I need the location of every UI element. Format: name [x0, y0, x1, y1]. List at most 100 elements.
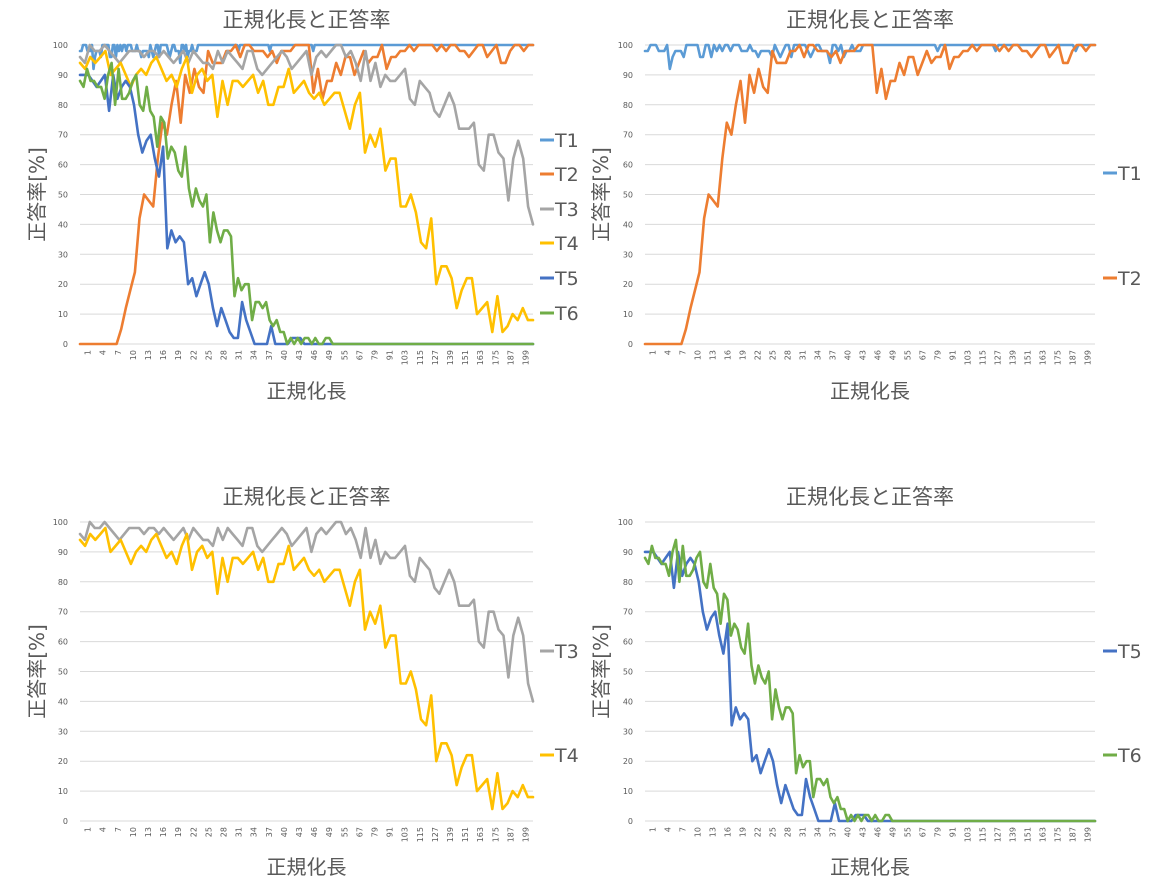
- chart-title: 正規化長と正答率: [223, 485, 391, 509]
- y-tick-label: 80: [58, 578, 68, 587]
- x-tick-label: 151: [1024, 350, 1033, 365]
- x-tick-label: 19: [739, 350, 748, 360]
- y-tick-label: 100: [618, 518, 633, 527]
- y-tick-label: 0: [628, 817, 633, 826]
- x-tick-label: 163: [476, 827, 485, 842]
- x-tick-label: 55: [340, 350, 349, 360]
- x-tick-label: 115: [979, 350, 988, 365]
- x-tick-label: 151: [461, 827, 470, 842]
- x-tick-label: 10: [694, 827, 703, 837]
- x-tick-label: 1: [649, 827, 658, 832]
- y-tick-label: 10: [623, 787, 633, 796]
- y-axis-label: 正答率[%]: [25, 624, 49, 719]
- x-tick-label: 19: [174, 827, 183, 837]
- x-tick-label: 199: [1084, 350, 1093, 365]
- line-chart-svg: 正規化長と正答率 0 10 20 30 40 50 60 70 80 90 100 1 4 7 10 13 16 1…: [589, 485, 1142, 879]
- x-tick-label: 127: [994, 827, 1003, 842]
- y-tick-label: 0: [63, 817, 68, 826]
- x-tick-label: 79: [370, 827, 379, 837]
- x-tick-label: 22: [754, 827, 763, 837]
- x-tick-label: 19: [739, 827, 748, 837]
- x-tick-label: 67: [919, 350, 928, 360]
- y-tick-label: 30: [623, 727, 633, 736]
- x-tick-label: 1: [84, 350, 93, 355]
- y-axis-label: 正答率[%]: [589, 624, 613, 719]
- x-tick-label: 199: [1084, 827, 1093, 842]
- chart-panel-t5-t6: 正規化長と正答率 0 10 20 30 40 50 60 70 80 90 100 1 4 7 10 13 16 1…: [583, 444, 1167, 889]
- series-line-t4: [78, 49, 535, 334]
- legend-label-t3: T3: [554, 199, 579, 221]
- series-line-t3: [78, 43, 535, 226]
- x-tick-label: 103: [964, 827, 973, 842]
- series-line-t5: [643, 550, 1097, 823]
- y-axis-label: 正答率[%]: [25, 147, 49, 242]
- x-tick-label: 13: [144, 827, 153, 837]
- x-tick-label: 187: [1069, 827, 1078, 842]
- x-tick-label: 67: [355, 350, 364, 360]
- y-tick-label: 60: [623, 638, 633, 647]
- x-tick-label: 139: [446, 350, 455, 365]
- x-axis-label: 正規化長: [267, 855, 347, 879]
- x-tick-label: 49: [889, 350, 898, 360]
- y-tick-label: 60: [58, 161, 68, 170]
- x-tick-label: 37: [829, 350, 838, 360]
- x-tick-label: 34: [814, 827, 823, 837]
- x-tick-label: 16: [724, 350, 733, 360]
- y-tick-label: 20: [623, 280, 633, 289]
- series-line-t6: [78, 61, 535, 346]
- x-tick-label: 46: [310, 350, 319, 360]
- x-tick-label: 139: [1009, 350, 1018, 365]
- line-chart-svg: 正規化長と正答率 0 10 20 30 40 50 60 70 80 90 100 1 4 7 10 13 16 1…: [589, 8, 1142, 403]
- y-tick-label: 70: [623, 131, 633, 140]
- y-tick-label: 30: [623, 250, 633, 259]
- x-tick-label: 55: [904, 827, 913, 837]
- chart-title: 正規化長と正答率: [223, 8, 391, 32]
- legend-label-t6: T6: [1117, 745, 1142, 767]
- x-axis-label: 正規化長: [830, 855, 910, 879]
- y-tick-label: 90: [58, 548, 68, 557]
- x-tick-label: 175: [1054, 350, 1063, 365]
- x-tick-label: 37: [829, 827, 838, 837]
- legend-label-t1: T1: [1117, 163, 1142, 185]
- x-tick-label: 37: [265, 827, 274, 837]
- x-axis-label: 正規化長: [267, 379, 347, 403]
- series-line-t4: [78, 526, 535, 811]
- x-tick-label: 127: [994, 350, 1003, 365]
- x-tick-label: 187: [506, 827, 515, 842]
- x-tick-label: 46: [874, 350, 883, 360]
- x-tick-label: 91: [386, 350, 395, 360]
- x-tick-label: 28: [784, 350, 793, 360]
- y-tick-label: 90: [623, 71, 633, 80]
- y-tick-label: 40: [58, 220, 68, 229]
- y-tick-label: 90: [623, 548, 633, 557]
- series-line-t2: [643, 43, 1097, 346]
- y-tick-label: 90: [58, 71, 68, 80]
- x-tick-label: 79: [370, 350, 379, 360]
- x-tick-label: 25: [204, 350, 213, 360]
- y-tick-label: 50: [623, 668, 633, 677]
- y-tick-label: 50: [623, 191, 633, 200]
- x-tick-label: 67: [355, 827, 364, 837]
- x-tick-label: 19: [174, 350, 183, 360]
- legend-label-t5: T5: [554, 268, 579, 290]
- y-tick-label: 100: [618, 41, 633, 50]
- x-tick-label: 13: [709, 827, 718, 837]
- x-tick-label: 10: [129, 350, 138, 360]
- x-tick-label: 175: [491, 827, 500, 842]
- x-tick-label: 115: [979, 827, 988, 842]
- y-tick-label: 70: [58, 131, 68, 140]
- y-tick-label: 0: [628, 340, 633, 349]
- x-tick-label: 175: [491, 350, 500, 365]
- y-tick-label: 20: [58, 280, 68, 289]
- x-tick-label: 34: [814, 350, 823, 360]
- x-tick-label: 46: [874, 827, 883, 837]
- x-tick-label: 139: [1009, 827, 1018, 842]
- y-tick-label: 40: [58, 697, 68, 706]
- series-line-t6: [643, 538, 1097, 823]
- y-tick-label: 70: [58, 608, 68, 617]
- y-tick-label: 30: [58, 250, 68, 259]
- y-tick-label: 10: [58, 310, 68, 319]
- chart-title: 正規化長と正答率: [786, 8, 954, 32]
- chart-panel-t3-t4: 正規化長と正答率 0 10 20 30 40 50 60 70 80 90 100 1 4 7 10 13 16 1…: [0, 444, 583, 889]
- x-tick-label: 4: [99, 827, 108, 832]
